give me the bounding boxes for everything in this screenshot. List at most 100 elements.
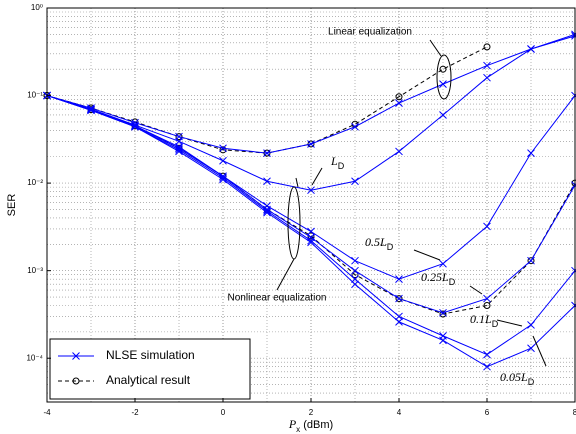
legend-marker xyxy=(72,352,80,360)
simulation-marker xyxy=(219,175,227,184)
curve-label-text: 0.25L xyxy=(421,270,449,284)
simulation-marker xyxy=(395,294,403,303)
curve-label-text: 0.5L xyxy=(365,235,387,249)
curve-label: 0.05LD xyxy=(500,370,535,388)
y-axis-label: SER xyxy=(6,194,18,217)
simulation-marker xyxy=(483,73,491,82)
simulation-marker xyxy=(395,318,403,326)
simulation-marker xyxy=(395,275,403,284)
simulation-marker xyxy=(351,122,359,131)
simulation-marker xyxy=(483,294,491,303)
simulation-marker xyxy=(527,45,535,53)
simulation-marker xyxy=(527,344,535,353)
simulation-marker xyxy=(483,222,491,231)
leader-line xyxy=(496,319,523,327)
curve-label: 0.25LD xyxy=(421,270,456,288)
simulation-marker xyxy=(483,61,491,70)
y-tick-label: 10⁻¹ xyxy=(27,91,43,100)
simulation-marker xyxy=(527,149,535,157)
simulation-marker xyxy=(307,238,315,247)
curve-label: 0.5LD xyxy=(365,235,394,253)
simulation-marker xyxy=(175,137,183,146)
analytical-marker xyxy=(439,310,447,318)
legend-box xyxy=(49,338,251,400)
curve-label-sub: D xyxy=(387,242,394,252)
y-tick-label: 10⁻² xyxy=(27,178,43,187)
x-label-rest: (dBm) xyxy=(300,419,333,431)
x-label-sub: x xyxy=(296,425,300,434)
annotation: Nonlinear equalization xyxy=(228,293,327,304)
x-label-main: P xyxy=(288,417,297,431)
simulation-marker xyxy=(395,99,403,107)
analytical-marker xyxy=(307,140,315,148)
simulation-marker xyxy=(219,144,227,153)
simulation-marker xyxy=(483,350,491,359)
analytical-marker xyxy=(175,133,183,141)
leader-line xyxy=(276,258,295,291)
simulation-marker xyxy=(263,149,271,157)
simulation-marker xyxy=(219,173,227,182)
curve-label: LD xyxy=(330,154,345,172)
leader-line xyxy=(295,177,299,188)
leader-line xyxy=(429,39,442,57)
simulation-marker xyxy=(219,156,227,165)
curve-label-sub: D xyxy=(528,377,535,387)
y-tick-label: 10⁻³ xyxy=(27,266,43,275)
curve-label-text: 0.05L xyxy=(500,370,528,384)
curve-label: 0.1LD xyxy=(470,312,499,330)
simulation-marker xyxy=(307,186,315,195)
simulation-marker xyxy=(263,177,271,186)
simulation-marker xyxy=(439,111,447,119)
analytical-marker xyxy=(483,302,491,310)
y-tick-label: 10⁻⁴ xyxy=(26,353,43,362)
analytical-marker xyxy=(483,43,491,51)
simulation-marker xyxy=(263,207,271,215)
curve-label-sub: D xyxy=(338,161,345,171)
simulation-marker xyxy=(351,177,359,186)
simulation-marker xyxy=(527,256,535,265)
simulation-marker xyxy=(175,145,183,154)
leader-line xyxy=(311,167,323,186)
x-tick-label: 8 xyxy=(573,408,576,417)
curves xyxy=(43,30,576,371)
leader-line xyxy=(469,285,483,295)
x-tick-label: 0 xyxy=(221,408,226,417)
curve-label-sub: D xyxy=(492,319,499,329)
leader-line xyxy=(532,335,547,367)
legend-label: NLSE simulation xyxy=(106,348,195,362)
legend: NLSE simulation Analytical result xyxy=(49,338,251,400)
analytical-marker xyxy=(527,257,535,265)
simulation-marker xyxy=(439,308,447,317)
analytical-marker xyxy=(439,65,447,73)
simulation-marker xyxy=(131,122,139,131)
legend-label: Analytical result xyxy=(106,373,191,387)
simulation-marker xyxy=(351,280,359,289)
simulation-marker xyxy=(395,312,403,321)
y-tick-label: 10⁰ xyxy=(31,3,43,12)
leader-line xyxy=(413,249,441,261)
simulation-marker xyxy=(175,147,183,156)
x-axis-label: Px (dBm) xyxy=(288,417,333,434)
simulation-marker xyxy=(87,106,95,115)
x-tick-label: 2 xyxy=(309,408,314,417)
plot-area xyxy=(47,8,575,402)
simulation-marker xyxy=(395,147,403,156)
legend-marker xyxy=(72,377,80,385)
simulation-marker xyxy=(439,336,447,345)
simulation-marker xyxy=(307,236,315,245)
curve-label-text: 0.1L xyxy=(470,312,492,326)
simulation-marker xyxy=(439,259,447,268)
simulation-marker xyxy=(527,321,535,329)
analytical-marker xyxy=(351,271,359,279)
analytical-marker xyxy=(219,146,227,154)
curve-label-text: L xyxy=(330,154,338,168)
simulation-marker xyxy=(307,227,315,236)
simulation-marker xyxy=(351,256,359,265)
x-tick-label: 6 xyxy=(485,408,490,417)
simulation-marker xyxy=(263,205,271,214)
simulation-marker xyxy=(263,208,271,217)
simulation-marker xyxy=(483,362,491,371)
simulation-marker xyxy=(351,266,359,275)
x-tick-label: 4 xyxy=(397,408,402,417)
